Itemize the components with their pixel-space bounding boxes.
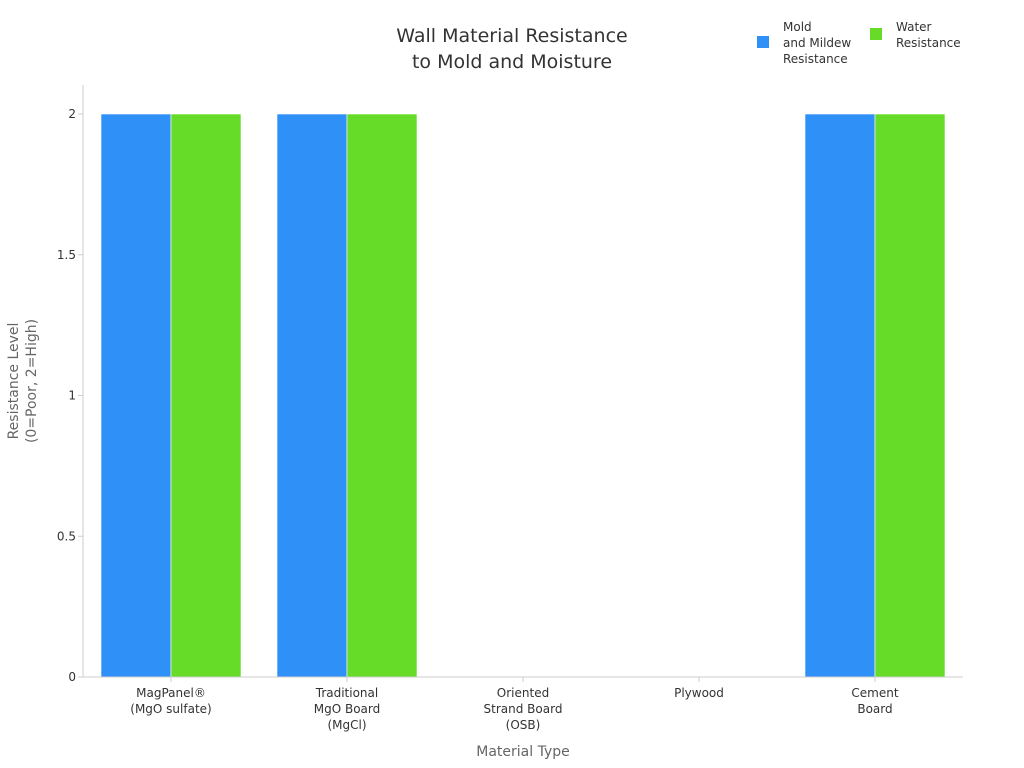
x-tick-label-line: Strand Board [484,702,563,716]
y-tick-label: 1 [68,389,76,403]
chart-title-text-line: Wall Material Resistance [396,25,627,47]
x-tick-label-line: Traditional [315,686,378,700]
legend-item: Mold and Mildew Resistance [757,20,851,66]
legend-label: Water Resistance [896,20,961,50]
legend-label-line: Mold [783,20,812,34]
x-tick-label-line: Plywood [674,686,724,700]
x-tick-label: Plywood [674,686,724,700]
chart-title-text-line: to Mold and Moisture [412,51,612,73]
legend-item: Water Resistance [870,20,961,50]
axis-titles: Material Type Resistance Level (0=Poor, 2=… [6,319,570,760]
y-tick-label: 2 [68,107,76,121]
chart-legend: Mold and Mildew Resistance Water Resistance [757,20,961,66]
bars [100,113,946,678]
y-tick-label: 0 [68,670,76,684]
legend-label-line: Water [896,20,932,34]
x-axis-ticks: MagPanel® (MgO sulfate) Traditional MgO Boa… [130,677,899,732]
bar [100,113,172,678]
legend-label-line: Resistance [896,36,961,50]
x-tick-label-line: (OSB) [506,718,541,732]
bar [170,113,242,678]
y-tick-label: 0.5 [57,529,76,543]
x-tick-label-line: Board [857,702,892,716]
x-tick-label: Cement Board [851,686,898,716]
x-tick-label-line: (MgCl) [327,718,366,732]
x-tick-label: Traditional MgO Board (MgCl) [314,686,381,732]
y-axis-ticks: 0 0.5 1 1.5 2 [57,107,83,684]
legend-label-line: Resistance [783,52,848,66]
bar [874,113,946,678]
chart-title: Wall Material Resistance to Mold and Mois… [396,25,627,73]
legend-label: Mold and Mildew Resistance [783,20,851,66]
bar [346,113,418,678]
x-tick-label: Oriented Strand Board (OSB) [484,686,563,732]
y-axis-title: Resistance Level (0=Poor, 2=High) [6,319,40,443]
chart-title-text: Wall Material Resistance to Mold and Mois… [396,25,627,73]
legend-swatch [870,28,882,40]
x-tick-label-line: Oriented [497,686,549,700]
y-axis-title-line: Resistance Level [6,323,22,440]
x-tick-label-line: (MgO sulfate) [130,702,211,716]
y-axis-title-line: (0=Poor, 2=High) [24,319,40,443]
legend-swatch [757,36,769,48]
x-axis-title: Material Type [476,744,569,760]
x-tick-label-line: Cement [851,686,898,700]
x-tick-label-line: MgO Board [314,702,381,716]
x-tick-label: MagPanel® (MgO sulfate) [130,686,211,716]
bar [804,113,876,678]
y-tick-label: 1.5 [57,248,76,262]
x-tick-label-line: MagPanel® [136,686,206,700]
bar [276,113,348,678]
legend-label-line: and Mildew [783,36,851,50]
